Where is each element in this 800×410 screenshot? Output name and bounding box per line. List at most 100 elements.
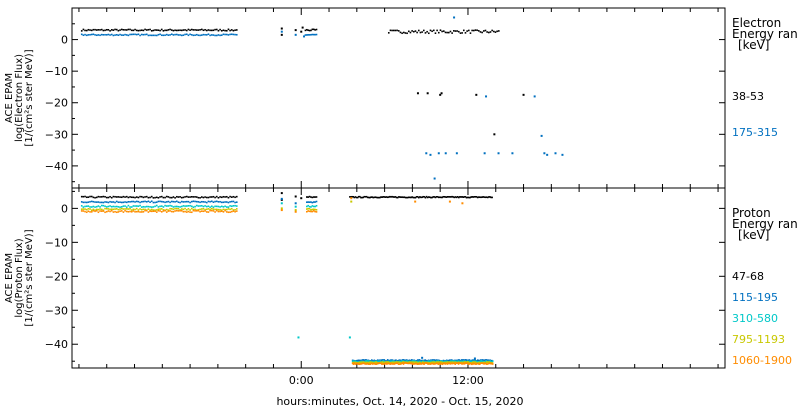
data-point [129, 196, 131, 198]
data-point [175, 200, 178, 203]
data-point [209, 200, 211, 203]
data-point [441, 361, 444, 364]
data-point [376, 360, 378, 363]
data-point [437, 152, 440, 155]
data-point [466, 359, 468, 362]
data-point [463, 196, 466, 198]
data-point [150, 208, 153, 211]
data-point [157, 200, 160, 203]
legend-title: Energy ran [732, 27, 798, 41]
data-point [402, 361, 405, 363]
data-point [167, 210, 170, 212]
data-point [152, 209, 155, 211]
data-point [134, 208, 136, 211]
data-point [424, 196, 427, 199]
data-point [229, 211, 231, 213]
data-point [478, 361, 481, 364]
data-point [435, 196, 438, 198]
data-point [459, 32, 462, 34]
data-point [401, 361, 404, 363]
data-point [167, 29, 170, 31]
data-point [467, 359, 470, 362]
data-point [125, 208, 128, 210]
data-point [366, 361, 369, 364]
data-point [436, 362, 438, 364]
data-point [110, 208, 113, 211]
data-point [104, 33, 106, 36]
data-point [428, 362, 431, 365]
plot-frame [71, 187, 726, 369]
data-point [383, 196, 386, 198]
data-point [229, 195, 231, 198]
data-point [124, 209, 126, 212]
data-point [362, 361, 365, 363]
data-point [431, 196, 433, 199]
data-point [436, 29, 438, 32]
data-point [394, 196, 397, 198]
data-point [177, 207, 180, 210]
data-point [471, 196, 473, 198]
legend-entry: 310-580 [732, 312, 778, 325]
data-point [457, 363, 460, 365]
data-point [427, 360, 430, 362]
data-point [425, 195, 428, 198]
data-point [170, 208, 173, 210]
data-point [379, 362, 381, 365]
data-point [461, 363, 464, 365]
data-point [142, 200, 145, 203]
data-point [352, 363, 355, 365]
data-point [408, 362, 411, 365]
data-point [82, 195, 85, 198]
data-point [154, 201, 156, 204]
data-point [315, 196, 318, 198]
data-point [170, 196, 173, 199]
data-point [421, 361, 424, 363]
data-point [489, 360, 491, 362]
data-point [407, 30, 410, 33]
data-point [200, 208, 203, 210]
data-point [80, 208, 83, 210]
data-point [207, 196, 210, 199]
data-point [468, 359, 471, 361]
data-point [438, 362, 441, 365]
y-axis-label: ACE EPAM [4, 253, 15, 303]
data-point [232, 33, 235, 36]
data-point [312, 196, 315, 198]
data-point [185, 195, 188, 198]
data-point [481, 360, 483, 363]
data-point [306, 28, 308, 31]
data-point [164, 29, 166, 32]
data-point [418, 363, 421, 365]
data-point [487, 359, 490, 361]
data-point [466, 361, 469, 363]
data-point [311, 210, 314, 213]
data-point [184, 200, 186, 203]
data-point [394, 362, 396, 365]
data-point [431, 362, 433, 365]
data-point [405, 196, 408, 199]
data-point [391, 359, 393, 362]
data-point [144, 208, 146, 211]
data-point [491, 360, 494, 362]
data-point [396, 361, 399, 363]
data-point [129, 206, 131, 208]
data-point [189, 29, 191, 31]
data-point [481, 31, 483, 34]
data-point [382, 363, 385, 365]
data-point [476, 359, 479, 361]
data-point [378, 362, 381, 364]
data-point [224, 29, 226, 32]
data-point [431, 362, 434, 365]
data-point [87, 34, 90, 36]
data-point [427, 362, 430, 364]
data-point [179, 209, 181, 211]
data-point [209, 208, 211, 211]
data-point [310, 33, 312, 36]
data-point [180, 196, 183, 199]
data-point [449, 361, 451, 363]
data-point [199, 196, 201, 199]
data-point [109, 195, 111, 198]
data-point [433, 359, 436, 361]
data-point [187, 200, 190, 203]
data-point [89, 195, 91, 198]
